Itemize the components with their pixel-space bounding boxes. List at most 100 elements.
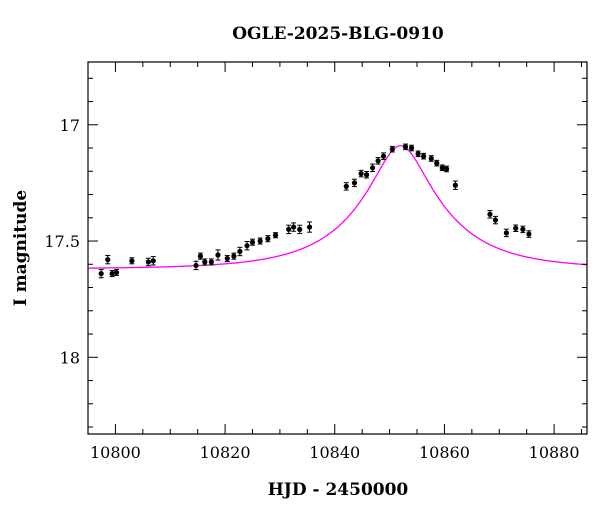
data-marker	[358, 171, 364, 177]
data-point	[224, 254, 230, 262]
data-marker	[375, 158, 381, 164]
data-point	[408, 144, 415, 152]
x-tick-label: 10820	[200, 443, 251, 462]
x-tick-label: 10860	[419, 443, 470, 462]
data-point	[375, 157, 381, 165]
y-tick-label: 18	[60, 348, 80, 367]
data-marker	[202, 259, 208, 265]
data-marker	[503, 230, 509, 236]
data-point	[98, 268, 104, 279]
data-marker	[428, 155, 434, 162]
data-marker	[150, 258, 156, 264]
data-point	[402, 143, 409, 151]
data-point	[113, 268, 120, 276]
data-point	[444, 165, 450, 173]
data-marker	[415, 151, 421, 157]
data-point	[249, 238, 256, 246]
data-marker	[224, 255, 230, 262]
plot-frame	[87, 61, 588, 435]
data-point	[257, 237, 263, 245]
data-marker	[389, 146, 395, 152]
data-point	[129, 257, 135, 265]
data-point	[503, 228, 509, 238]
data-marker	[265, 236, 271, 242]
data-marker	[343, 183, 349, 189]
data-marker	[520, 226, 526, 232]
data-marker	[452, 182, 458, 188]
data-point	[208, 258, 214, 266]
data-marker	[272, 232, 279, 238]
data-marker	[487, 211, 493, 217]
chart-title: OGLE-2025-BLG-0910	[232, 24, 444, 44]
data-point	[265, 235, 271, 243]
data-point	[452, 180, 458, 190]
data-marker	[105, 257, 111, 263]
data-point	[343, 182, 349, 191]
data-marker	[257, 238, 263, 244]
data-marker	[526, 231, 532, 237]
data-point	[369, 163, 376, 173]
axis-ticks: 10800 10820 10840 10860 10880 17 17.5 18	[44, 62, 587, 462]
data-point	[244, 240, 250, 251]
data-point	[492, 215, 499, 225]
data-marker	[492, 217, 499, 223]
data-marker	[444, 166, 450, 172]
x-tick-label: 10840	[309, 443, 360, 462]
data-marker	[297, 226, 303, 232]
data-marker	[193, 262, 199, 269]
data-marker	[98, 270, 104, 277]
data-point	[193, 260, 199, 271]
y-tick-label: 17	[60, 116, 80, 135]
data-point	[237, 246, 243, 257]
data-point	[306, 221, 313, 233]
y-tick-label: 17.5	[44, 232, 80, 251]
data-marker	[113, 269, 120, 276]
data-marker	[420, 153, 427, 159]
data-point	[439, 164, 445, 172]
data-point	[109, 270, 115, 278]
data-point	[428, 155, 434, 162]
data-marker	[109, 270, 115, 277]
data-marker	[197, 253, 204, 259]
data-point	[520, 225, 526, 234]
data-point	[380, 152, 387, 160]
data-marker	[215, 252, 221, 258]
data-point	[526, 230, 532, 238]
data-marker	[231, 253, 237, 259]
y-axis-label: I magnitude	[11, 190, 31, 307]
data-point	[291, 222, 297, 232]
data-point	[105, 254, 111, 265]
data-marker	[237, 248, 243, 255]
data-marker	[513, 225, 519, 231]
data-marker	[129, 258, 135, 264]
data-marker	[402, 144, 409, 150]
data-point	[487, 210, 493, 219]
data-point	[286, 224, 292, 235]
data-point	[358, 169, 364, 178]
data-marker	[291, 224, 297, 230]
data-point	[434, 159, 440, 167]
data-point	[150, 256, 156, 266]
data-marker	[306, 224, 313, 230]
data-point	[389, 145, 395, 153]
data-point	[202, 258, 208, 266]
data-marker	[244, 243, 250, 249]
data-marker	[351, 180, 358, 186]
data-point	[297, 224, 303, 235]
data-marker	[363, 172, 370, 178]
data-point	[351, 178, 358, 188]
data-marker	[208, 259, 214, 265]
data-point	[145, 257, 151, 267]
data-marker	[286, 226, 292, 232]
data-point	[197, 252, 204, 260]
data-point	[513, 224, 519, 232]
data-point	[415, 150, 421, 158]
data-point	[420, 152, 427, 160]
data-point	[215, 249, 221, 261]
x-tick-label: 10880	[529, 443, 580, 462]
data-marker	[408, 145, 415, 151]
data-marker	[369, 165, 376, 171]
model-curve	[88, 145, 587, 269]
